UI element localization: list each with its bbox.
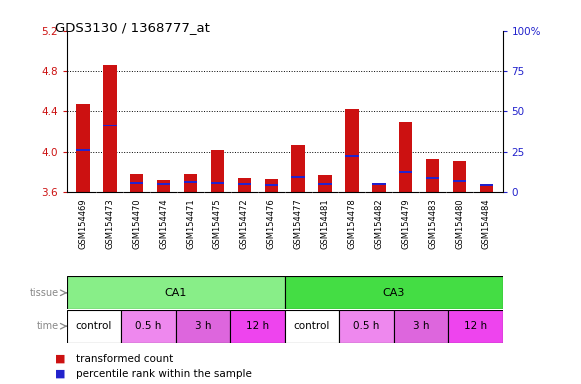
Bar [285,276,503,309]
Bar [264,179,278,192]
Bar [211,182,224,184]
Bar [399,122,413,192]
Text: GSM154469: GSM154469 [78,199,88,249]
Bar [238,183,251,185]
Text: GSM154470: GSM154470 [132,199,141,249]
Text: ■: ■ [55,354,66,364]
Text: control: control [76,321,112,331]
Text: CA3: CA3 [382,288,405,298]
Bar [372,185,386,192]
Bar [394,310,448,343]
Text: GSM154475: GSM154475 [213,199,222,249]
Text: 3 h: 3 h [413,321,429,331]
Text: 0.5 h: 0.5 h [135,321,162,331]
Bar [157,180,170,192]
Bar [426,159,439,192]
Bar [399,171,413,173]
Bar [453,180,466,182]
Text: GSM154473: GSM154473 [105,199,114,249]
Bar [318,175,332,192]
Text: GSM154480: GSM154480 [455,199,464,249]
Bar [480,185,493,192]
Text: ■: ■ [55,369,66,379]
Text: GSM154478: GSM154478 [347,199,356,249]
Bar [184,174,198,192]
Text: GSM154474: GSM154474 [159,199,168,249]
Bar [345,109,358,192]
Bar [238,178,251,192]
Bar [285,310,339,343]
Bar [480,184,493,186]
Text: GSM154484: GSM154484 [482,199,491,249]
Bar [292,145,305,192]
Bar [264,184,278,186]
Bar [76,149,89,151]
Bar [130,182,144,184]
Bar [426,177,439,179]
Text: time: time [37,321,59,331]
Text: GSM154472: GSM154472 [240,199,249,249]
Text: 0.5 h: 0.5 h [353,321,379,331]
Bar [292,176,305,178]
Bar [230,310,285,343]
Text: percentile rank within the sample: percentile rank within the sample [76,369,252,379]
Bar [184,181,198,183]
Bar [175,310,230,343]
Text: GSM154477: GSM154477 [293,199,303,249]
Bar [372,183,386,185]
Text: GSM154482: GSM154482 [374,199,383,249]
Text: transformed count: transformed count [76,354,173,364]
Text: 3 h: 3 h [195,321,211,331]
Text: GSM154481: GSM154481 [321,199,329,249]
Text: tissue: tissue [30,288,59,298]
Text: control: control [294,321,330,331]
Bar [76,104,89,192]
Bar [211,150,224,192]
Text: GSM154483: GSM154483 [428,199,437,249]
Bar [67,310,121,343]
Bar [345,155,358,157]
Bar [453,161,466,192]
Bar [339,310,394,343]
Bar [103,124,117,126]
Bar [103,65,117,192]
Text: 12 h: 12 h [464,321,487,331]
Text: 12 h: 12 h [246,321,269,331]
Text: GSM154476: GSM154476 [267,199,276,249]
Text: GDS3130 / 1368777_at: GDS3130 / 1368777_at [55,21,210,34]
Bar [318,183,332,185]
Bar [121,310,175,343]
Bar [130,174,144,192]
Bar [448,310,503,343]
Bar [157,183,170,185]
Text: GSM154479: GSM154479 [401,199,410,249]
Text: CA1: CA1 [164,288,187,298]
Text: GSM154471: GSM154471 [186,199,195,249]
Bar [67,276,285,309]
